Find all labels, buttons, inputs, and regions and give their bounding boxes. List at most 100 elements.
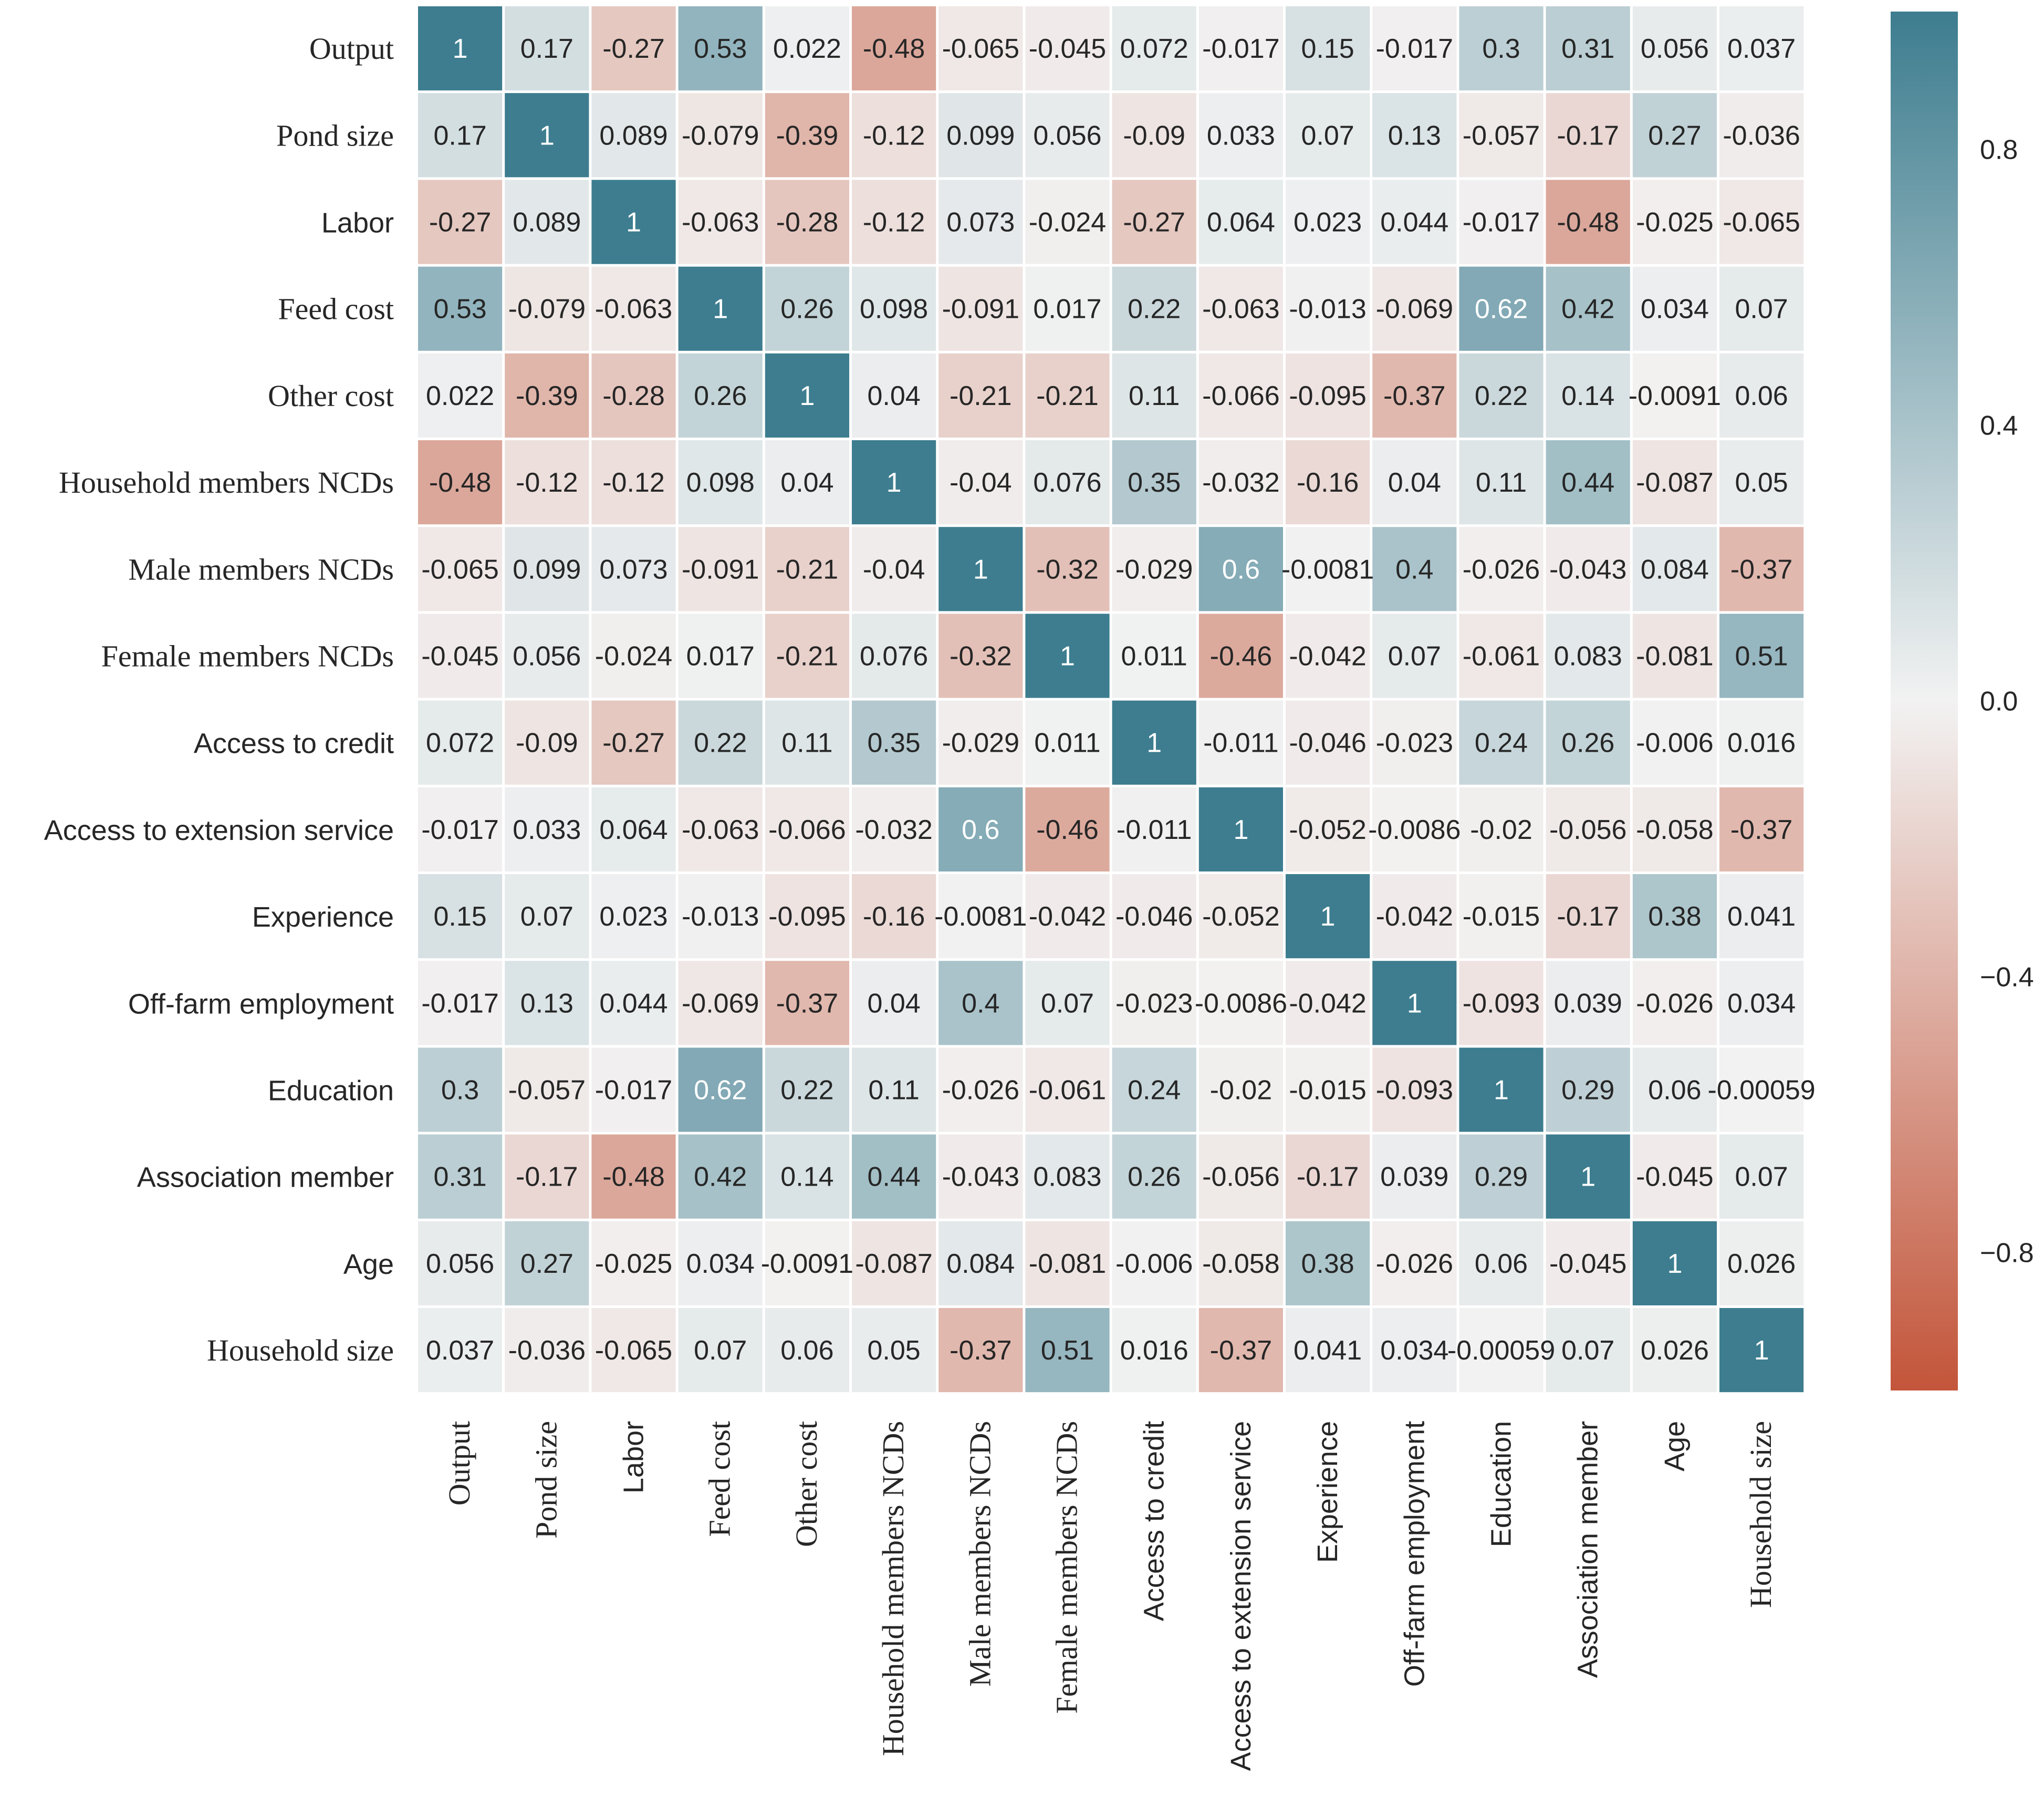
cell-value-label: 1 bbox=[453, 34, 468, 64]
heatmap-cell bbox=[1198, 787, 1283, 871]
cell-value-label: -0.011 bbox=[1117, 815, 1192, 845]
cell-value-label: 0.51 bbox=[1041, 1335, 1094, 1366]
heatmap-cell bbox=[1632, 266, 1717, 351]
heatmap-cell bbox=[765, 874, 849, 959]
cell-value-label: 0.31 bbox=[433, 1162, 486, 1192]
cell-value-label: 1 bbox=[539, 120, 555, 151]
x-axis-label: Pond size bbox=[529, 1421, 563, 1539]
cell-value-label: 0.026 bbox=[1641, 1335, 1709, 1366]
heatmap-cell bbox=[1112, 1134, 1196, 1219]
cell-value-label: -0.0091 bbox=[761, 1249, 853, 1279]
cell-value-label: -0.16 bbox=[1297, 468, 1359, 498]
heatmap-cell bbox=[852, 527, 936, 611]
cell-value-label: 0.056 bbox=[426, 1249, 494, 1279]
cell-value-label: -0.16 bbox=[863, 901, 925, 932]
cell-value-label: -0.026 bbox=[942, 1075, 1019, 1106]
heatmap-cell bbox=[1112, 353, 1196, 438]
heatmap-cell bbox=[1546, 614, 1630, 698]
cell-value-label: 0.13 bbox=[1388, 120, 1441, 151]
heatmap-cell bbox=[1719, 440, 1804, 525]
heatmap-cell bbox=[1198, 1047, 1283, 1132]
y-axis-label: Other cost bbox=[268, 379, 394, 413]
heatmap-cell bbox=[1372, 527, 1457, 611]
heatmap-cell bbox=[1286, 1047, 1370, 1132]
cell-value-label: 0.016 bbox=[1120, 1335, 1188, 1366]
cell-value-label: -0.063 bbox=[595, 294, 672, 325]
cell-value-label: -0.17 bbox=[1297, 1162, 1359, 1192]
heatmap-cell bbox=[1286, 180, 1370, 264]
cell-value-label: -0.017 bbox=[595, 1075, 672, 1106]
y-axis-label: Access to credit bbox=[194, 728, 394, 760]
x-axis-label: Household size bbox=[1744, 1421, 1778, 1608]
heatmap-cell bbox=[1632, 1047, 1717, 1132]
heatmap-cell bbox=[1719, 700, 1804, 785]
cell-value-label: -0.39 bbox=[516, 381, 578, 411]
heatmap-cell bbox=[678, 353, 763, 438]
heatmap-cell bbox=[418, 787, 503, 871]
cell-value-label: -0.28 bbox=[602, 381, 665, 411]
cell-value-label: 0.38 bbox=[1648, 901, 1701, 932]
cell-value-label: -0.045 bbox=[1636, 1162, 1713, 1192]
heatmap-cell bbox=[1112, 527, 1196, 611]
heatmap-cell bbox=[1372, 440, 1457, 525]
cell-value-label: -0.063 bbox=[1202, 294, 1279, 325]
heatmap-cell bbox=[418, 874, 503, 959]
cell-value-label: 1 bbox=[973, 554, 988, 585]
cell-value-label: 0.27 bbox=[1648, 120, 1701, 151]
cell-value-label: -0.066 bbox=[1202, 381, 1279, 411]
x-axis-label: Labor bbox=[618, 1421, 650, 1493]
cell-value-label: 0.27 bbox=[520, 1249, 573, 1279]
cell-value-label: 0.07 bbox=[1735, 294, 1788, 325]
heatmap-cell bbox=[1198, 1134, 1283, 1219]
heatmap-cell bbox=[1112, 787, 1196, 871]
heatmap-cell bbox=[1025, 440, 1110, 525]
cell-value-label: 0.17 bbox=[520, 34, 573, 64]
heatmap-cell bbox=[1286, 700, 1370, 785]
heatmap-cell bbox=[1632, 787, 1717, 871]
heatmap-cell bbox=[1546, 961, 1630, 1045]
heatmap-cell bbox=[1459, 700, 1544, 785]
heatmap-cell bbox=[1459, 440, 1544, 525]
y-axis-label: Feed cost bbox=[278, 292, 394, 326]
cell-value-label: 0.04 bbox=[1388, 468, 1441, 498]
heatmap-cell bbox=[1372, 787, 1457, 871]
x-axis-label: Female members NCDs bbox=[1050, 1421, 1084, 1714]
colorbar: 0.8 0.4 0.0 −0.4 −0.8 bbox=[1891, 12, 2034, 1390]
cell-value-label: 0.4 bbox=[1395, 554, 1433, 585]
cell-value-label: -0.12 bbox=[863, 207, 925, 238]
cell-value-label: 0.22 bbox=[1475, 381, 1528, 411]
cell-value-label: 0.022 bbox=[773, 34, 841, 64]
heatmap-cell bbox=[1286, 266, 1370, 351]
heatmap-cell bbox=[1112, 266, 1196, 351]
colorbar-gradient bbox=[1891, 12, 1958, 1390]
heatmap-cell bbox=[1286, 961, 1370, 1045]
cell-value-label: -0.057 bbox=[508, 1075, 586, 1106]
heatmap-cell bbox=[1632, 1221, 1717, 1305]
cell-value-label: -0.069 bbox=[682, 988, 759, 1019]
heatmap-cell bbox=[1719, 1308, 1804, 1393]
heatmap-cells bbox=[418, 6, 1804, 1393]
heatmap-cell bbox=[1025, 614, 1110, 698]
heatmap-cell bbox=[1286, 440, 1370, 525]
colorbar-ticks: 0.8 0.4 0.0 −0.4 −0.8 bbox=[1980, 135, 2034, 1269]
cell-value-label: 0.26 bbox=[1128, 1162, 1181, 1192]
cell-value-label: 0.098 bbox=[686, 468, 755, 498]
heatmap-cell bbox=[1546, 266, 1630, 351]
heatmap-cell bbox=[591, 787, 676, 871]
cell-value-label: -0.036 bbox=[1723, 120, 1800, 151]
cell-value-label: -0.023 bbox=[1115, 988, 1193, 1019]
heatmap-cell bbox=[418, 527, 503, 611]
cell-value-label: -0.21 bbox=[776, 554, 839, 585]
heatmap-cell bbox=[1372, 874, 1457, 959]
heatmap-cell bbox=[852, 440, 936, 525]
heatmap-cell bbox=[418, 1308, 503, 1393]
cell-value-label: 1 bbox=[1667, 1249, 1682, 1279]
heatmap-cell bbox=[938, 527, 1023, 611]
heatmap-cell bbox=[1719, 874, 1804, 959]
heatmap-cell bbox=[938, 6, 1023, 91]
colorbar-tick-label: 0.8 bbox=[1980, 135, 2018, 165]
cell-value-label: 0.53 bbox=[433, 294, 486, 325]
y-axis-label: Household members NCDs bbox=[59, 465, 394, 500]
cell-value-label: 0.14 bbox=[1561, 381, 1614, 411]
